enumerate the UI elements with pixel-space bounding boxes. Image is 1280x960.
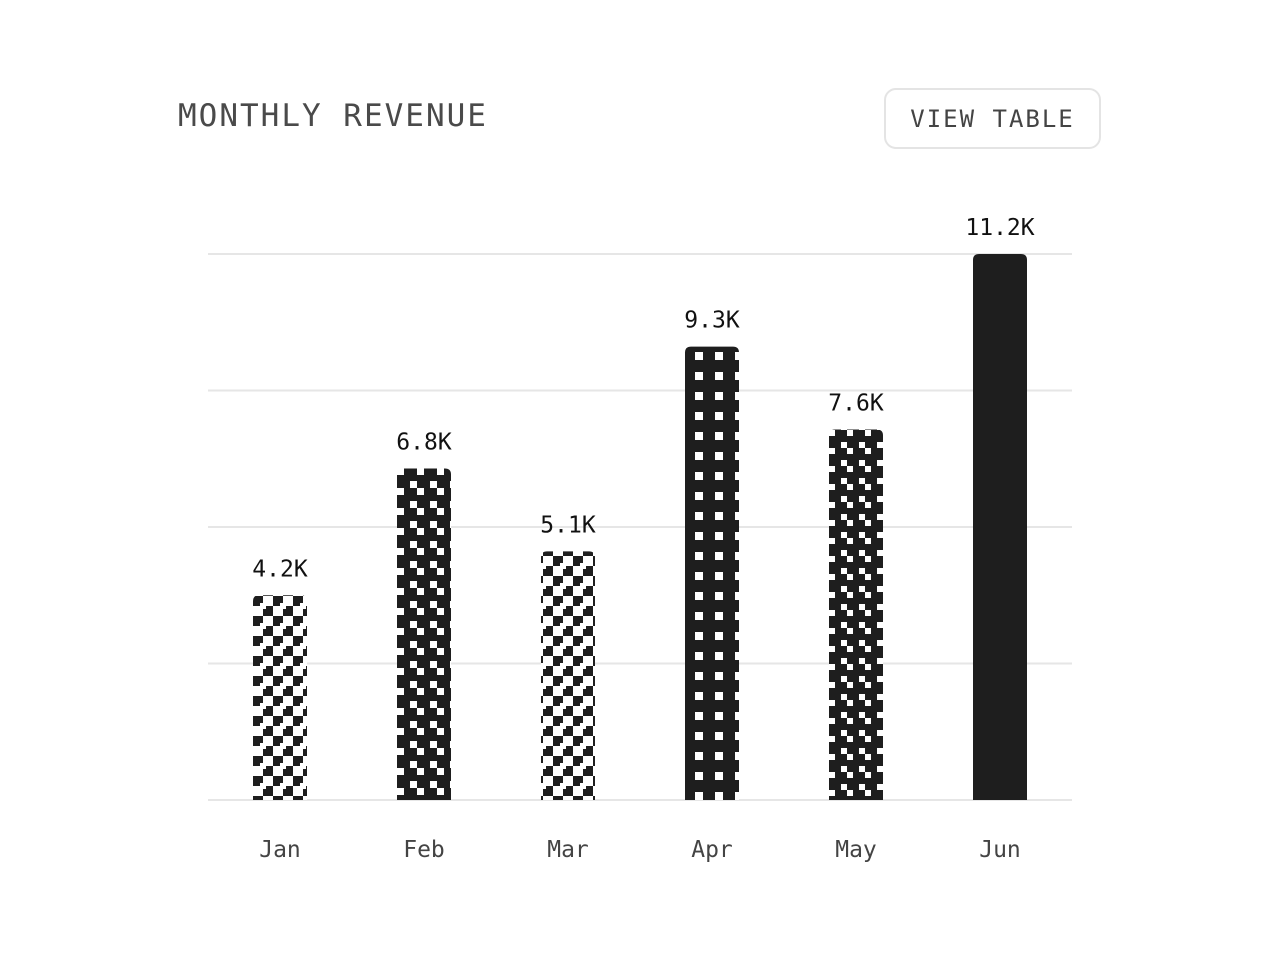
- x-tick-apr: Apr: [691, 837, 733, 863]
- grid-lines: [208, 253, 1072, 801]
- value-label-apr: 9.3K: [684, 308, 740, 334]
- chart-title: MONTHLY REVENUE: [178, 98, 488, 134]
- x-tick-jan: Jan: [259, 837, 301, 863]
- value-label-jun: 11.2K: [965, 215, 1034, 241]
- bar-jun: [973, 254, 1027, 800]
- bar-may: [829, 429, 883, 800]
- value-label-may: 7.6K: [828, 391, 884, 417]
- x-tick-mar: Mar: [547, 837, 589, 863]
- x-axis-ticks: Jan Feb Mar Apr May Jun: [259, 837, 1021, 863]
- bar-feb: [397, 468, 451, 800]
- x-tick-may: May: [835, 837, 877, 863]
- view-table-button[interactable]: VIEW TABLE: [884, 88, 1101, 149]
- value-label-feb: 6.8K: [396, 430, 452, 456]
- value-label-jan: 4.2K: [252, 556, 308, 582]
- bar-apr: [685, 346, 739, 800]
- bar-mar: [541, 551, 595, 800]
- bars: [253, 254, 1027, 800]
- bar-jan: [253, 595, 307, 800]
- value-labels: 4.2K 6.8K 5.1K 9.3K 7.6K 11.2K: [252, 215, 1034, 582]
- x-tick-feb: Feb: [403, 837, 445, 863]
- value-label-mar: 5.1K: [540, 512, 596, 538]
- x-tick-jun: Jun: [979, 837, 1021, 863]
